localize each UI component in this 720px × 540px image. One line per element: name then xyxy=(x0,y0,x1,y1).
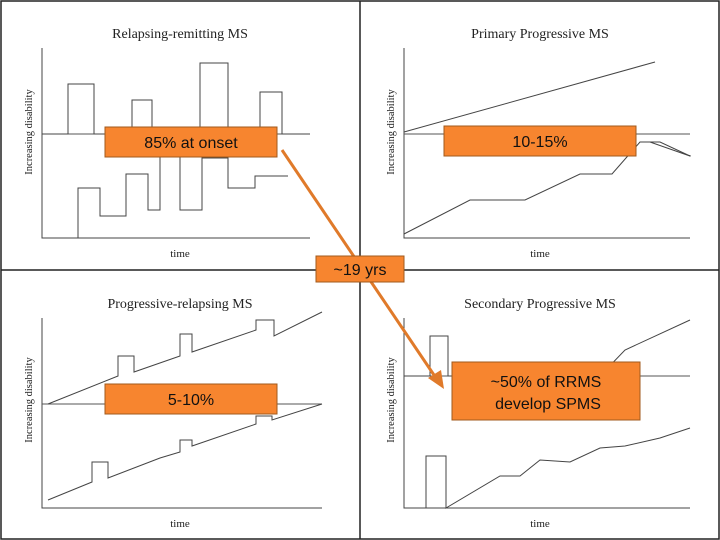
lower-progression-trace xyxy=(403,141,691,235)
callout-years: ~19 yrs xyxy=(315,255,405,283)
callout-spms: ~50% of RRMS develop SPMS xyxy=(451,361,641,421)
y-axis-label: Increasing disability xyxy=(386,357,397,443)
callout-ppms: 10-15% xyxy=(443,125,637,157)
callout-rrms: 85% at onset xyxy=(104,126,278,158)
callout-text: 10-15% xyxy=(512,134,567,151)
lower-secondary-trace xyxy=(404,427,691,509)
arrow-head xyxy=(428,370,444,389)
callout-text-line-1: ~50% of RRMS xyxy=(491,374,602,391)
callout-box xyxy=(104,383,278,415)
lower-relapse-trace xyxy=(42,147,288,239)
callout-text: ~19 yrs xyxy=(334,262,387,279)
x-axis-label: time xyxy=(530,248,550,260)
x-axis-label: time xyxy=(170,248,190,260)
panel-progressive-relapsing: Progressive-relapsing MS Increasing disa… xyxy=(24,297,323,530)
y-axis-label: Increasing disability xyxy=(386,89,397,175)
axes xyxy=(41,318,322,509)
panel-title: Progressive-relapsing MS xyxy=(107,297,252,312)
panel-title: Secondary Progressive MS xyxy=(464,297,616,312)
x-axis-label: time xyxy=(170,518,190,530)
callout-box xyxy=(104,126,278,158)
upper-relapse-trace xyxy=(42,62,310,135)
panel-title: Relapsing-remitting MS xyxy=(112,27,248,42)
lower-progression-tail xyxy=(640,141,691,157)
panel-primary-progressive: Primary Progressive MS Increasing disabi… xyxy=(386,27,691,260)
y-axis-label: Increasing disability xyxy=(24,89,35,175)
callout-prms: 5-10% xyxy=(104,383,278,415)
callout-text-line-2: develop SPMS xyxy=(495,396,601,413)
callout-box xyxy=(451,361,641,421)
panel-relapsing-remitting: Relapsing-remitting MS Increasing disabi… xyxy=(24,27,310,260)
upper-progression-trace xyxy=(403,61,656,133)
y-axis-label: Increasing disability xyxy=(24,357,35,443)
x-axis-label: time xyxy=(530,518,550,530)
upper-progressive-relapse-trace xyxy=(47,311,323,405)
panel-title: Primary Progressive MS xyxy=(471,27,609,42)
callout-text: 85% at onset xyxy=(144,135,238,152)
callout-text: 5-10% xyxy=(168,392,214,409)
callout-box xyxy=(443,125,637,157)
lower-progressive-relapse-trace xyxy=(47,403,323,501)
axes xyxy=(403,48,690,239)
callout-box xyxy=(315,255,405,283)
